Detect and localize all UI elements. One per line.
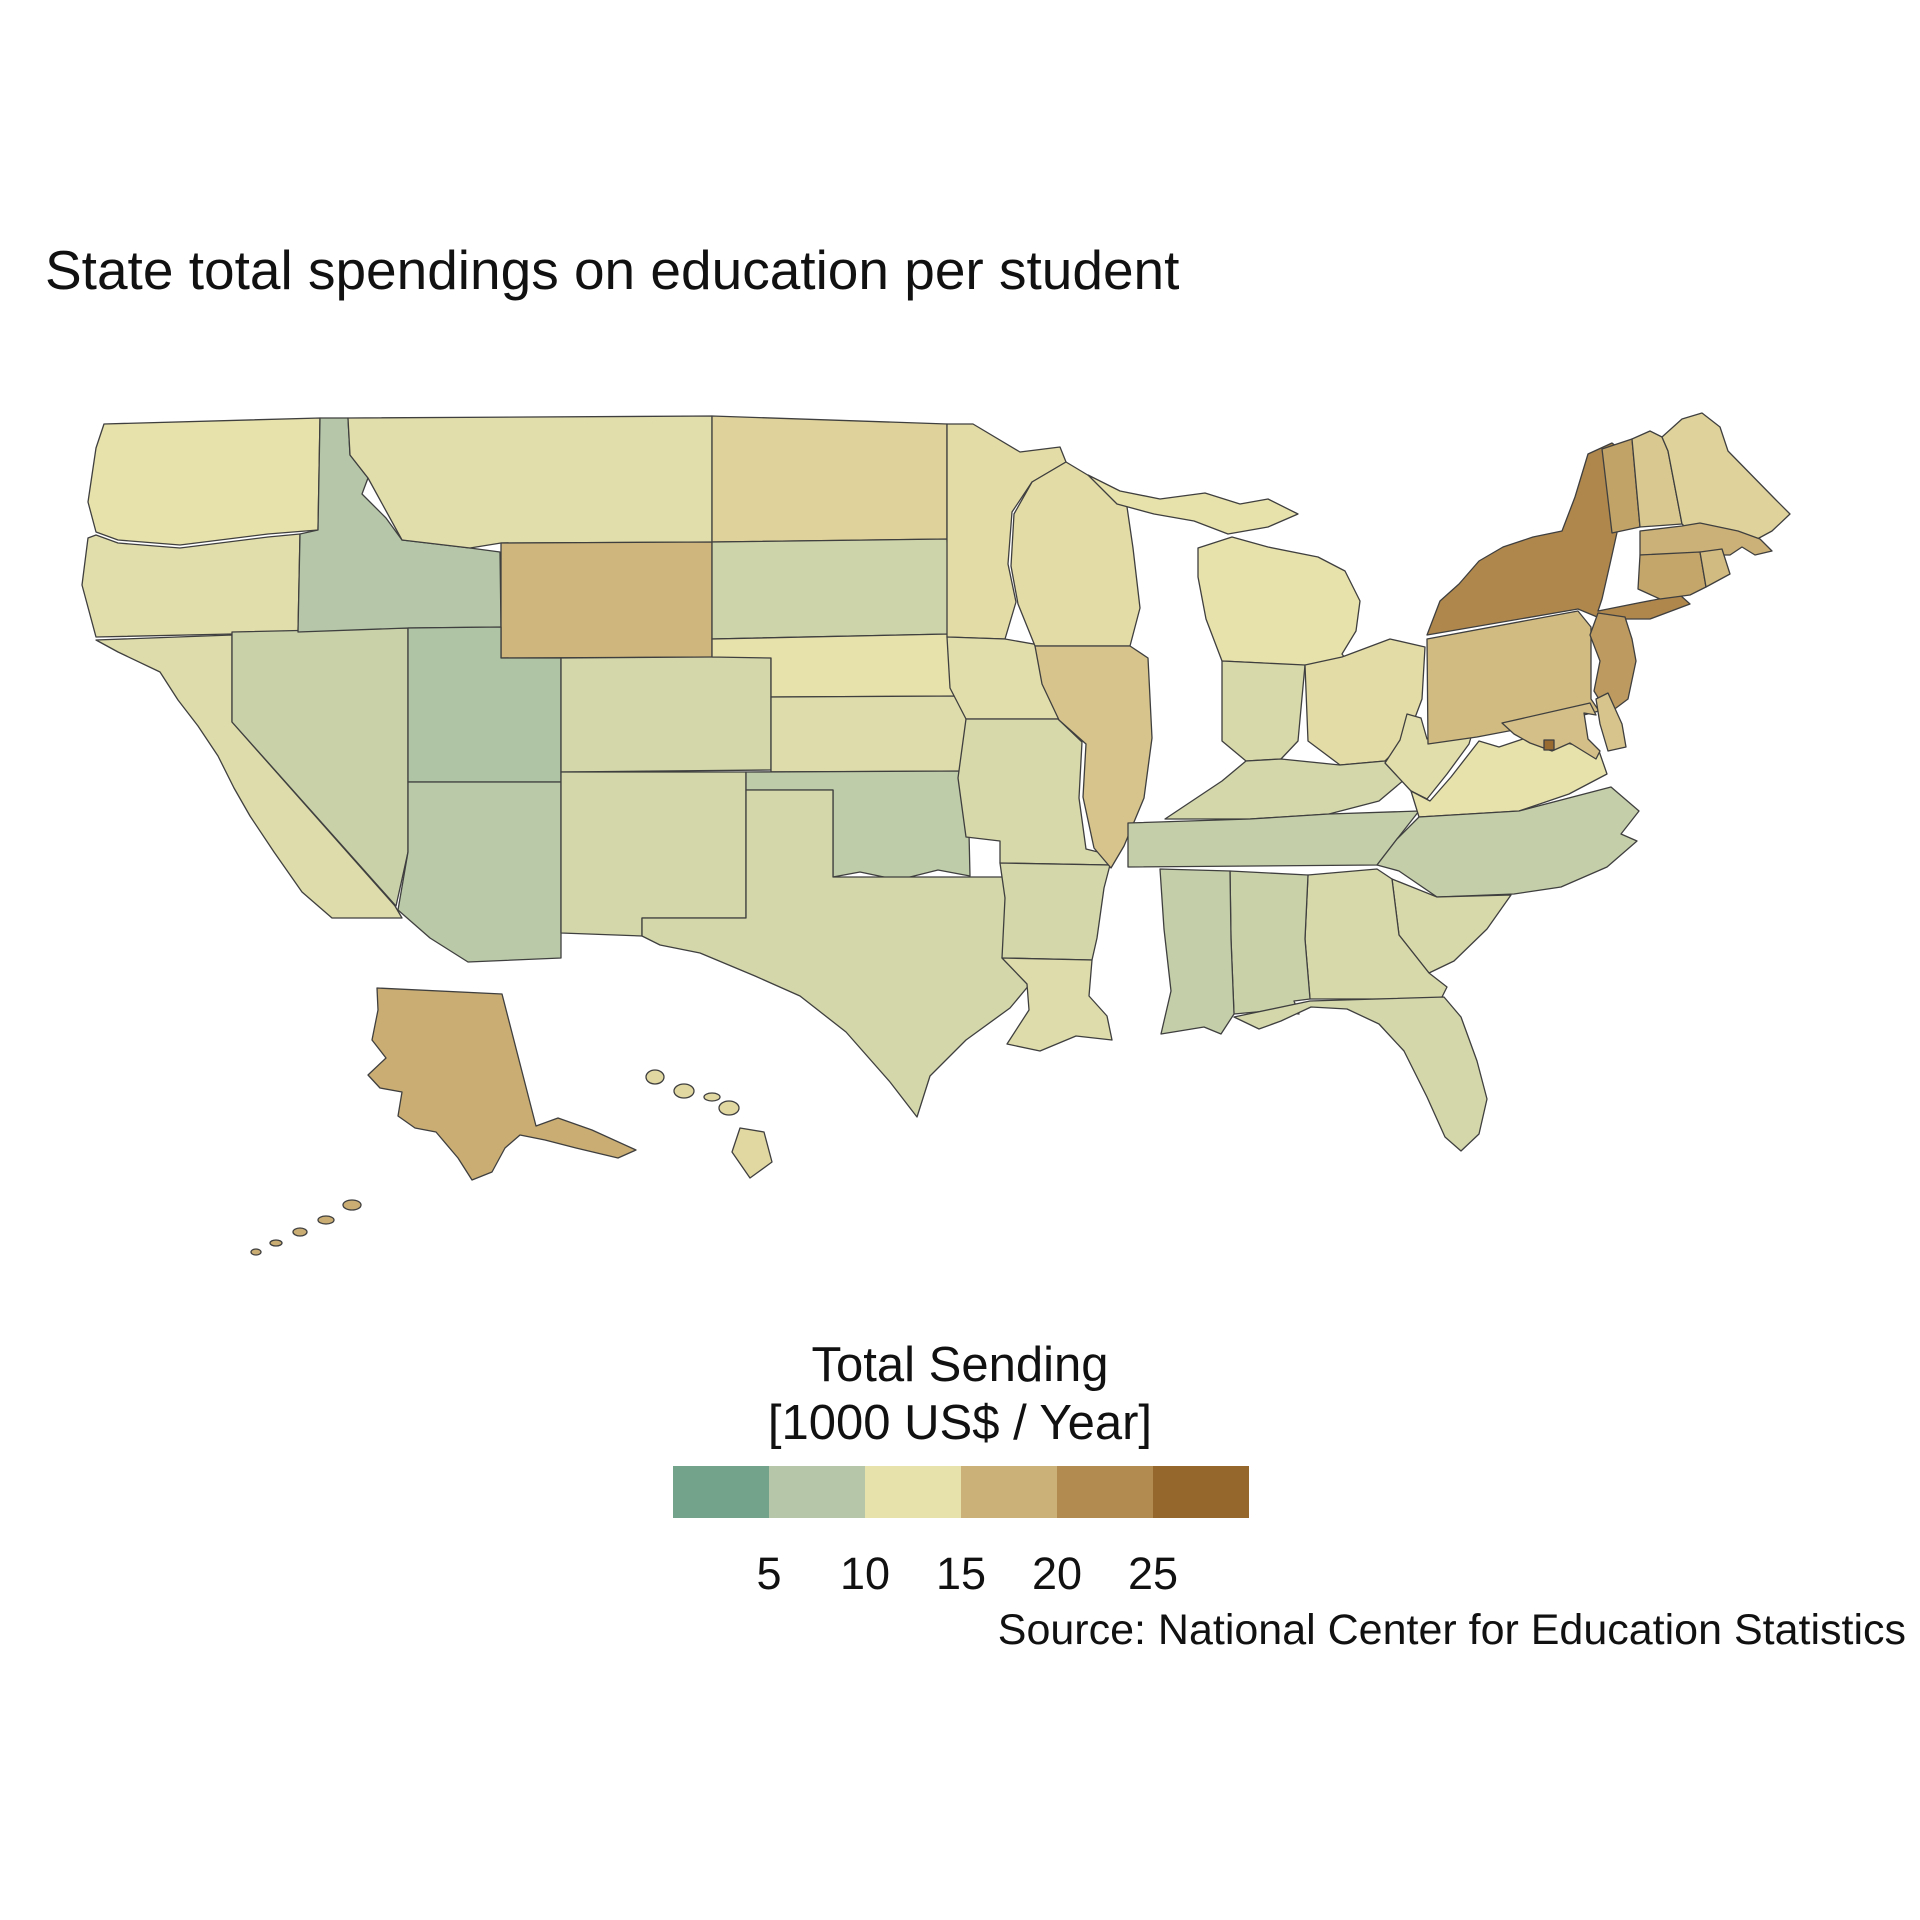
legend-tick-5: 5 <box>756 1548 782 1599</box>
state-michigan-upper-peninsula <box>1087 474 1299 535</box>
conterminous-states <box>81 412 1791 1152</box>
state-district-of-columbia <box>1543 739 1555 751</box>
state-connecticut <box>1637 551 1707 600</box>
hawaii-inset <box>645 1069 773 1179</box>
hawaii-big-island <box>731 1127 773 1179</box>
legend-tick-25: 25 <box>1127 1548 1179 1599</box>
alaska-aleutian-island <box>292 1227 308 1237</box>
hawaii-maui <box>718 1100 740 1116</box>
state-rhode-island <box>1699 548 1731 588</box>
state-illinois <box>1034 645 1153 869</box>
state-indiana <box>1221 660 1306 762</box>
legend-color-segment-6 <box>1153 1466 1249 1518</box>
hawaii-molokai <box>703 1092 721 1102</box>
state-south-dakota <box>711 538 951 640</box>
state-kentucky <box>1164 758 1412 820</box>
alaska-aleutian-island <box>250 1248 262 1256</box>
state-oregon <box>81 533 301 638</box>
state-arizona <box>397 781 562 963</box>
state-north-dakota <box>711 415 948 543</box>
state-wyoming <box>500 541 713 659</box>
alaska-aleutian-island <box>269 1239 283 1247</box>
page-title: State total spendings on education per s… <box>45 239 1180 301</box>
alaska-aleutian-island <box>342 1199 362 1211</box>
state-new-mexico <box>560 771 747 937</box>
state-new-jersey <box>1589 612 1637 715</box>
legend-colorbar <box>673 1466 1249 1518</box>
state-mississippi <box>1159 868 1235 1035</box>
legend-tick-15: 15 <box>935 1548 987 1599</box>
legend-tick-10: 10 <box>839 1548 891 1599</box>
legend-color-segment-2 <box>769 1466 865 1518</box>
state-louisiana <box>1001 957 1113 1052</box>
legend-color-segment-4 <box>961 1466 1057 1518</box>
state-delaware <box>1595 692 1627 752</box>
state-colorado <box>560 655 772 773</box>
legend-tick-20: 20 <box>1031 1548 1083 1599</box>
source-caption: Source: National Center for Education St… <box>997 1606 1906 1654</box>
state-kansas <box>770 695 969 773</box>
state-tennessee <box>1127 810 1420 868</box>
state-washington <box>87 417 321 546</box>
state-wisconsin <box>1010 461 1141 647</box>
state-michigan <box>1197 536 1361 668</box>
state-florida <box>1233 996 1488 1152</box>
alaska-aleutian-island <box>317 1215 335 1225</box>
state-montana <box>347 415 713 549</box>
legend-title: Total Sending [1000 US$ / Year] <box>560 1336 1360 1452</box>
legend-title-line2: [1000 US$ / Year] <box>767 1396 1153 1450</box>
legend-color-segment-1 <box>673 1466 769 1518</box>
state-arkansas <box>999 862 1111 961</box>
legend-title-line1: Total Sending <box>811 1338 1109 1392</box>
state-alaska <box>367 987 637 1181</box>
legend-tick-labels: 5 10 15 20 25 <box>673 1548 1249 1608</box>
hawaii-kauai <box>645 1069 665 1085</box>
hawaii-oahu <box>673 1083 695 1099</box>
state-alabama <box>1229 870 1311 1015</box>
legend-color-segment-3 <box>865 1466 961 1518</box>
legend-color-segment-5 <box>1057 1466 1153 1518</box>
state-maryland <box>1501 702 1601 760</box>
alaska-inset <box>250 987 637 1256</box>
